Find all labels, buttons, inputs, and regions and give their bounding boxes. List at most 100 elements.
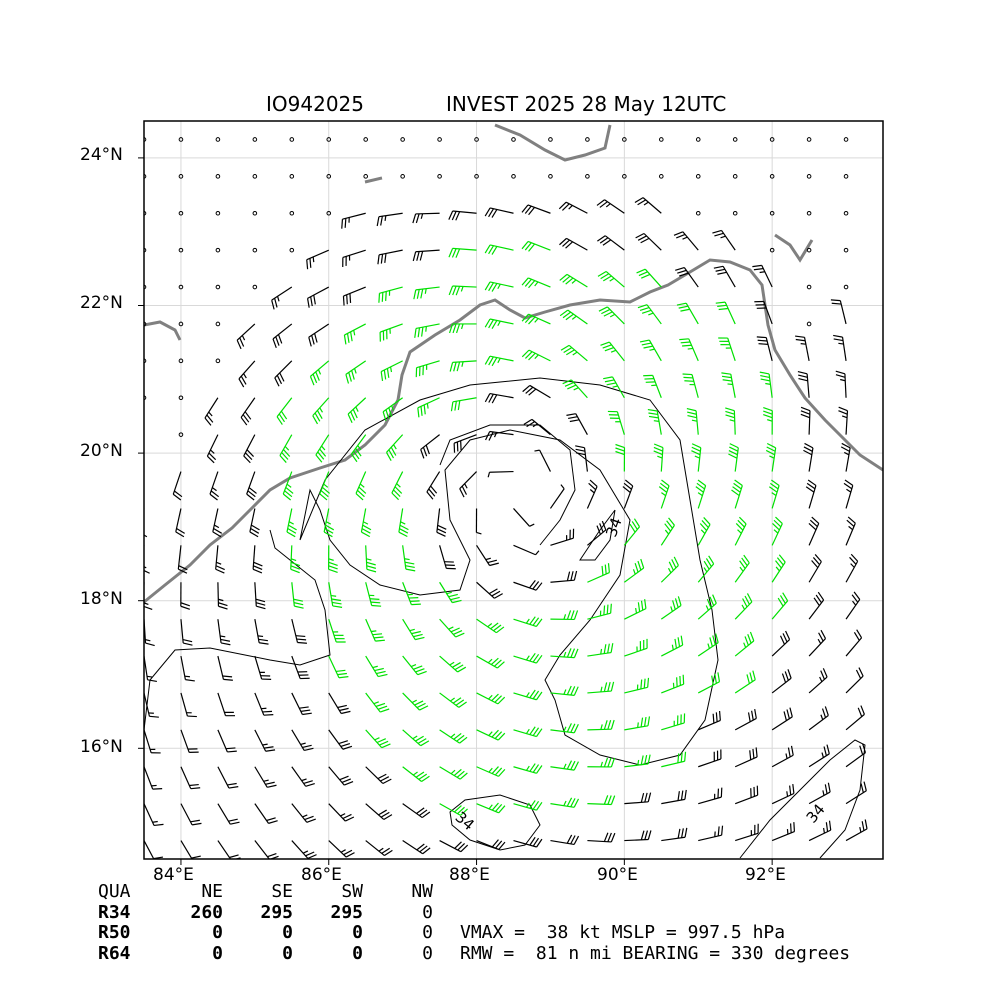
wind-barb bbox=[534, 449, 551, 472]
wind-barb bbox=[402, 729, 430, 747]
wind-radii-row-r64: R64 0 0 0 0 bbox=[98, 942, 433, 965]
wind-barb bbox=[328, 582, 343, 608]
calm-marker bbox=[548, 174, 553, 179]
wind-barb bbox=[319, 471, 330, 501]
calm-marker bbox=[215, 210, 221, 216]
summary-rmw-bearing: RMW = 81 n mi BEARING = 330 degrees bbox=[460, 943, 851, 964]
wind-barb bbox=[695, 479, 707, 509]
calm-marker bbox=[695, 174, 701, 179]
wind-contours bbox=[144, 377, 866, 859]
wind-barb bbox=[805, 479, 817, 509]
map-title: INVEST 2025 28 May 12UTC bbox=[446, 92, 727, 116]
wind-barb bbox=[309, 360, 330, 386]
wind-barb bbox=[728, 443, 739, 472]
wind-barb bbox=[402, 545, 416, 572]
calm-marker bbox=[289, 210, 295, 216]
calm-marker bbox=[252, 247, 258, 253]
wind-barb bbox=[402, 655, 427, 676]
radius-ne: 0 bbox=[212, 942, 223, 964]
wind-barb bbox=[272, 323, 293, 349]
wind-barb bbox=[328, 692, 351, 715]
wind-barb bbox=[365, 655, 388, 678]
wind-barb bbox=[323, 508, 335, 538]
wind-barb bbox=[635, 232, 662, 251]
calm-marker bbox=[144, 174, 147, 179]
wind-barb bbox=[476, 545, 499, 567]
wind-barb bbox=[643, 374, 662, 398]
wind-barb bbox=[734, 516, 747, 546]
calm-marker bbox=[215, 247, 221, 253]
wind-barb bbox=[180, 619, 193, 646]
wind-barb bbox=[144, 692, 159, 718]
wind-barb bbox=[476, 729, 506, 741]
radius-se: 0 bbox=[282, 942, 293, 964]
wind-barb bbox=[559, 309, 588, 325]
wind-barb bbox=[513, 726, 543, 738]
calm-marker bbox=[178, 284, 184, 290]
wind-barb bbox=[660, 517, 675, 546]
wind-barb bbox=[254, 803, 278, 824]
header-nw: NW bbox=[411, 881, 433, 902]
wind-barb bbox=[698, 787, 723, 805]
wind-barb bbox=[808, 629, 827, 657]
wind-barb bbox=[550, 723, 579, 734]
wind-barb bbox=[402, 692, 429, 711]
wind-barb bbox=[291, 766, 315, 787]
wind-barb bbox=[587, 832, 616, 843]
wind-barb bbox=[328, 655, 349, 679]
wind-barb bbox=[550, 610, 579, 621]
calm-marker bbox=[806, 247, 812, 253]
wind-barb bbox=[365, 545, 377, 573]
wind-barb bbox=[624, 716, 651, 731]
wind-barb bbox=[771, 707, 793, 731]
calm-marker bbox=[769, 247, 775, 253]
axis-ticks bbox=[138, 157, 773, 865]
calm-marker bbox=[806, 321, 812, 327]
wind-barb bbox=[286, 508, 297, 538]
wind-barb bbox=[808, 591, 825, 620]
wind-barb bbox=[587, 603, 612, 620]
calm-marker bbox=[144, 137, 147, 142]
wind-barb bbox=[562, 379, 588, 399]
wind-barb bbox=[661, 751, 687, 768]
contour-34-west bbox=[144, 529, 331, 731]
wind-barb bbox=[328, 545, 338, 573]
wind-barb bbox=[661, 635, 684, 657]
wind-barb bbox=[754, 300, 773, 325]
wind-barb bbox=[291, 729, 314, 751]
lon-label-92: 92°E bbox=[745, 865, 786, 885]
wind-barb bbox=[653, 443, 664, 472]
coastline-odisha-nw bbox=[144, 320, 182, 341]
wind-barb bbox=[795, 335, 810, 361]
calm-marker bbox=[252, 174, 258, 179]
wind-barb bbox=[575, 445, 588, 472]
wind-barb bbox=[412, 249, 440, 262]
wind-barb bbox=[521, 277, 551, 289]
wind-barb bbox=[402, 618, 425, 641]
wind-barb bbox=[735, 823, 759, 842]
wind-barb bbox=[217, 619, 231, 646]
wind-barb bbox=[378, 286, 403, 303]
contour-34-south bbox=[449, 794, 541, 851]
wind-barb bbox=[453, 434, 477, 453]
calm-marker bbox=[806, 284, 812, 290]
wind-barb bbox=[661, 827, 688, 842]
calm-marker bbox=[769, 137, 775, 142]
wind-barb bbox=[603, 376, 625, 399]
wind-barb bbox=[144, 766, 163, 790]
calm-marker bbox=[215, 321, 221, 327]
wind-barb bbox=[522, 384, 551, 399]
wind-barb bbox=[658, 479, 670, 509]
wind-barb bbox=[312, 397, 330, 425]
wind-barb bbox=[291, 619, 307, 644]
calm-marker bbox=[695, 137, 701, 142]
calm-marker bbox=[363, 137, 369, 142]
wind-barb bbox=[365, 729, 391, 749]
wind-barb bbox=[521, 349, 551, 362]
wind-barb bbox=[485, 430, 514, 441]
wind-barb bbox=[365, 803, 393, 820]
wind-barb bbox=[476, 766, 506, 777]
wind-barb bbox=[756, 336, 773, 361]
header-se: SE bbox=[271, 881, 293, 902]
wind-barb bbox=[682, 373, 699, 398]
